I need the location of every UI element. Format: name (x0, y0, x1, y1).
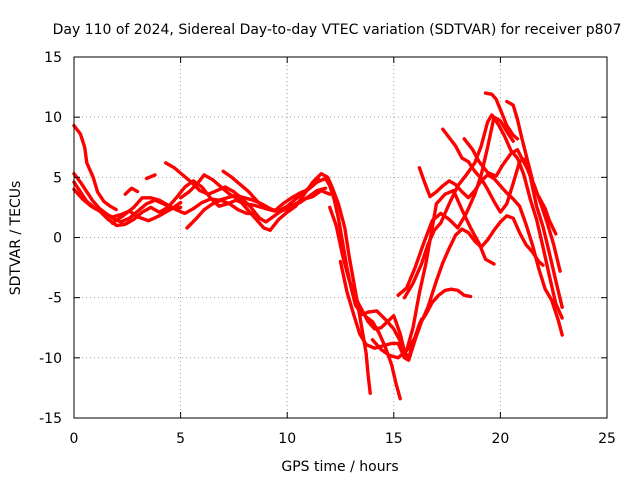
data-track-23 (537, 194, 558, 236)
x-tick-label: 10 (278, 431, 296, 447)
y-tick-label: 5 (53, 170, 62, 186)
x-tick-label: 5 (176, 431, 185, 447)
data-track-21 (483, 91, 520, 141)
data-track-9 (178, 172, 372, 396)
data-track-12 (328, 205, 473, 360)
data-track-22 (505, 99, 535, 182)
y-tick-label: 10 (44, 110, 62, 126)
x-tick-label: 25 (598, 431, 616, 447)
chart-title: Day 110 of 2024, Sidereal Day-to-day VTE… (53, 22, 622, 38)
data-track-13 (338, 214, 545, 362)
x-tick-label: 20 (491, 431, 509, 447)
data-track-20 (462, 137, 562, 273)
data-series-group (72, 91, 564, 401)
x-tick-label: 0 (70, 431, 79, 447)
data-track-17 (402, 113, 564, 320)
data-track-11 (221, 169, 424, 355)
x-tick-label: 15 (385, 431, 403, 447)
y-tick-label: -10 (39, 351, 62, 367)
axes: 0 5 10 15 20 25 -15 -10 -5 0 5 10 15 (39, 50, 616, 447)
y-tick-label: -5 (48, 291, 62, 307)
data-track-1 (72, 123, 119, 212)
data-track-6 (123, 186, 140, 196)
y-tick-label: 15 (44, 50, 62, 66)
data-track-15 (370, 188, 496, 360)
y-tick-label: 0 (53, 231, 62, 247)
y-tick-label: -15 (39, 411, 62, 427)
data-track-19 (441, 127, 564, 309)
data-track-14 (358, 308, 402, 401)
data-track-7 (144, 173, 157, 181)
data-track-16 (396, 115, 515, 297)
data-track-10 (185, 198, 257, 230)
y-axis-title: SDTVAR / TECUs (8, 181, 24, 296)
x-axis-title: GPS time / hours (281, 459, 398, 475)
plot-frame (73, 56, 608, 419)
grid (74, 57, 607, 418)
data-track-18 (417, 166, 564, 337)
